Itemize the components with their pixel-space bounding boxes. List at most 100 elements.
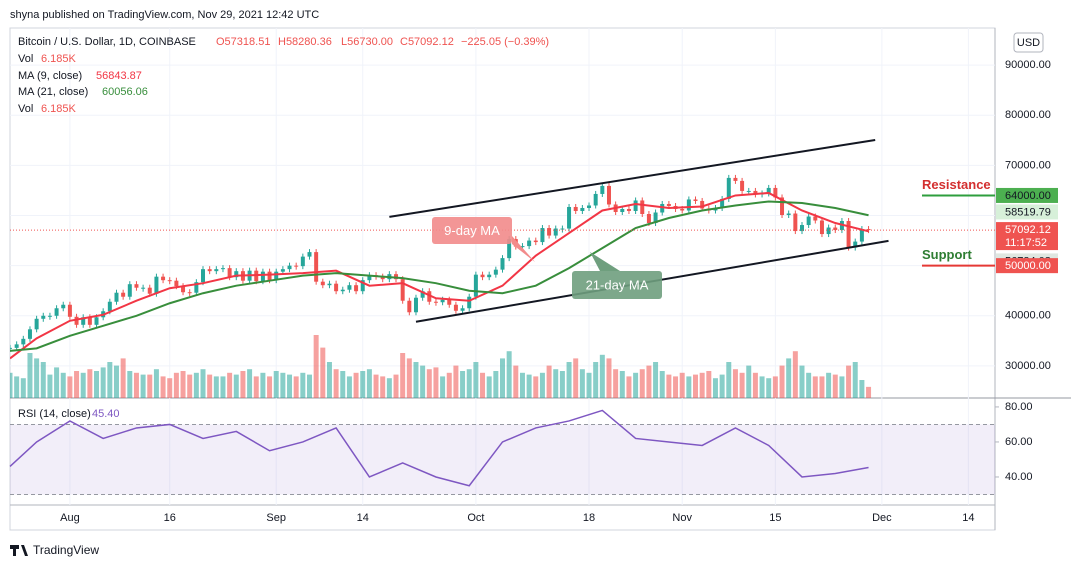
volume-bar xyxy=(293,376,299,398)
volume-bar xyxy=(673,376,679,398)
candle-body xyxy=(786,213,791,216)
volume-bar xyxy=(826,372,832,398)
volume-bar xyxy=(247,369,253,398)
candle-body xyxy=(746,190,751,192)
candle-body xyxy=(74,316,79,325)
y-tick-label: 40000.00 xyxy=(1005,310,1051,322)
x-tick-label: 18 xyxy=(583,512,595,524)
volume-bar xyxy=(839,376,845,398)
ma21-name: MA (21, close) xyxy=(18,86,88,98)
volume-bar xyxy=(639,369,645,398)
volume-bar xyxy=(832,374,838,398)
volume-bar xyxy=(120,358,126,398)
candle-body xyxy=(553,228,558,236)
candle-body xyxy=(234,271,239,278)
volume-bar xyxy=(40,362,46,398)
candle-body xyxy=(167,280,172,282)
volume-bar xyxy=(153,369,159,398)
volume-bar xyxy=(160,376,166,398)
candle-body xyxy=(21,338,26,345)
y-tick-label: 80000.00 xyxy=(1005,109,1051,121)
candle-body xyxy=(280,269,285,272)
volume-bar xyxy=(546,365,552,398)
volume-bar xyxy=(613,369,619,398)
currency-button[interactable] xyxy=(1013,32,1044,53)
volume-bar xyxy=(500,358,505,398)
rsi-value: 45.40 xyxy=(92,408,120,420)
candle-body xyxy=(194,282,199,293)
volume-bar xyxy=(799,365,805,398)
volume-bar xyxy=(866,386,872,398)
candle-body xyxy=(287,265,292,270)
price-tag xyxy=(996,204,1058,220)
candle-body xyxy=(587,205,592,208)
volume-bar xyxy=(320,347,326,398)
annotation-text: 21-day MA xyxy=(586,277,649,292)
candle-body xyxy=(753,190,758,195)
volume-bar xyxy=(413,362,419,398)
candle-body xyxy=(560,228,565,230)
legend: Bitcoin / U.S. Dollar, 1D, COINBASE O573… xyxy=(18,36,549,420)
candle-body xyxy=(720,198,725,208)
candle-body xyxy=(600,185,605,194)
trendline xyxy=(389,139,876,218)
candle-body xyxy=(626,208,631,211)
volume-bar xyxy=(786,358,792,398)
volume-bar xyxy=(659,371,665,398)
high: H58280.36 xyxy=(278,36,332,48)
volume-bar xyxy=(300,372,306,398)
candle-body xyxy=(733,177,738,181)
volume-bar xyxy=(526,374,532,398)
candle-body xyxy=(54,308,59,316)
volume-bar xyxy=(233,374,239,398)
candle-body xyxy=(726,177,731,199)
candle-body xyxy=(540,228,545,243)
candle-body xyxy=(580,207,585,211)
volume-bar xyxy=(380,376,386,398)
volume-bar xyxy=(187,374,193,398)
change: −225.05 (−0.39%) xyxy=(461,36,549,48)
volume-bar xyxy=(852,362,858,398)
x-tick-label: Sep xyxy=(266,512,286,524)
volume-bar xyxy=(699,372,705,398)
rsi-tick-label: 60.00 xyxy=(1005,436,1033,448)
vol-value: 6.185K xyxy=(41,53,77,65)
candle-body xyxy=(420,291,425,298)
volume-bar xyxy=(147,374,153,398)
candle-body xyxy=(467,296,472,309)
volume-bar xyxy=(393,374,399,398)
annotation-pointer xyxy=(590,252,620,271)
volume-bar xyxy=(34,358,40,398)
volume-bar xyxy=(353,372,359,398)
candle-body xyxy=(527,240,532,247)
candle-body xyxy=(174,280,179,287)
candle-body xyxy=(413,297,418,313)
price-tag-label: 50000.00 xyxy=(1005,260,1051,272)
volume-bar xyxy=(253,376,259,398)
volume-bar xyxy=(506,351,512,398)
candle-body xyxy=(633,200,638,211)
volume-bar xyxy=(313,335,319,398)
candle-body xyxy=(826,227,831,235)
volume-bar xyxy=(14,376,20,398)
candle-body xyxy=(327,283,332,286)
candle-body xyxy=(660,203,665,213)
candle-body xyxy=(780,197,785,216)
candle-body xyxy=(154,276,159,294)
candle-body xyxy=(440,299,445,303)
candle-body xyxy=(427,291,432,302)
candle-body xyxy=(473,274,478,297)
candle-body xyxy=(433,301,438,303)
volume-bar xyxy=(453,365,459,398)
volume-bar xyxy=(553,369,559,398)
candle-body xyxy=(27,329,32,339)
volume-bar xyxy=(739,372,745,398)
currency[interactable]: USD xyxy=(1017,37,1040,49)
candle-body xyxy=(294,265,299,267)
volume-bar xyxy=(573,358,579,398)
volume-bar xyxy=(74,371,80,398)
volume-bar xyxy=(54,367,60,398)
candle-body xyxy=(567,206,572,229)
